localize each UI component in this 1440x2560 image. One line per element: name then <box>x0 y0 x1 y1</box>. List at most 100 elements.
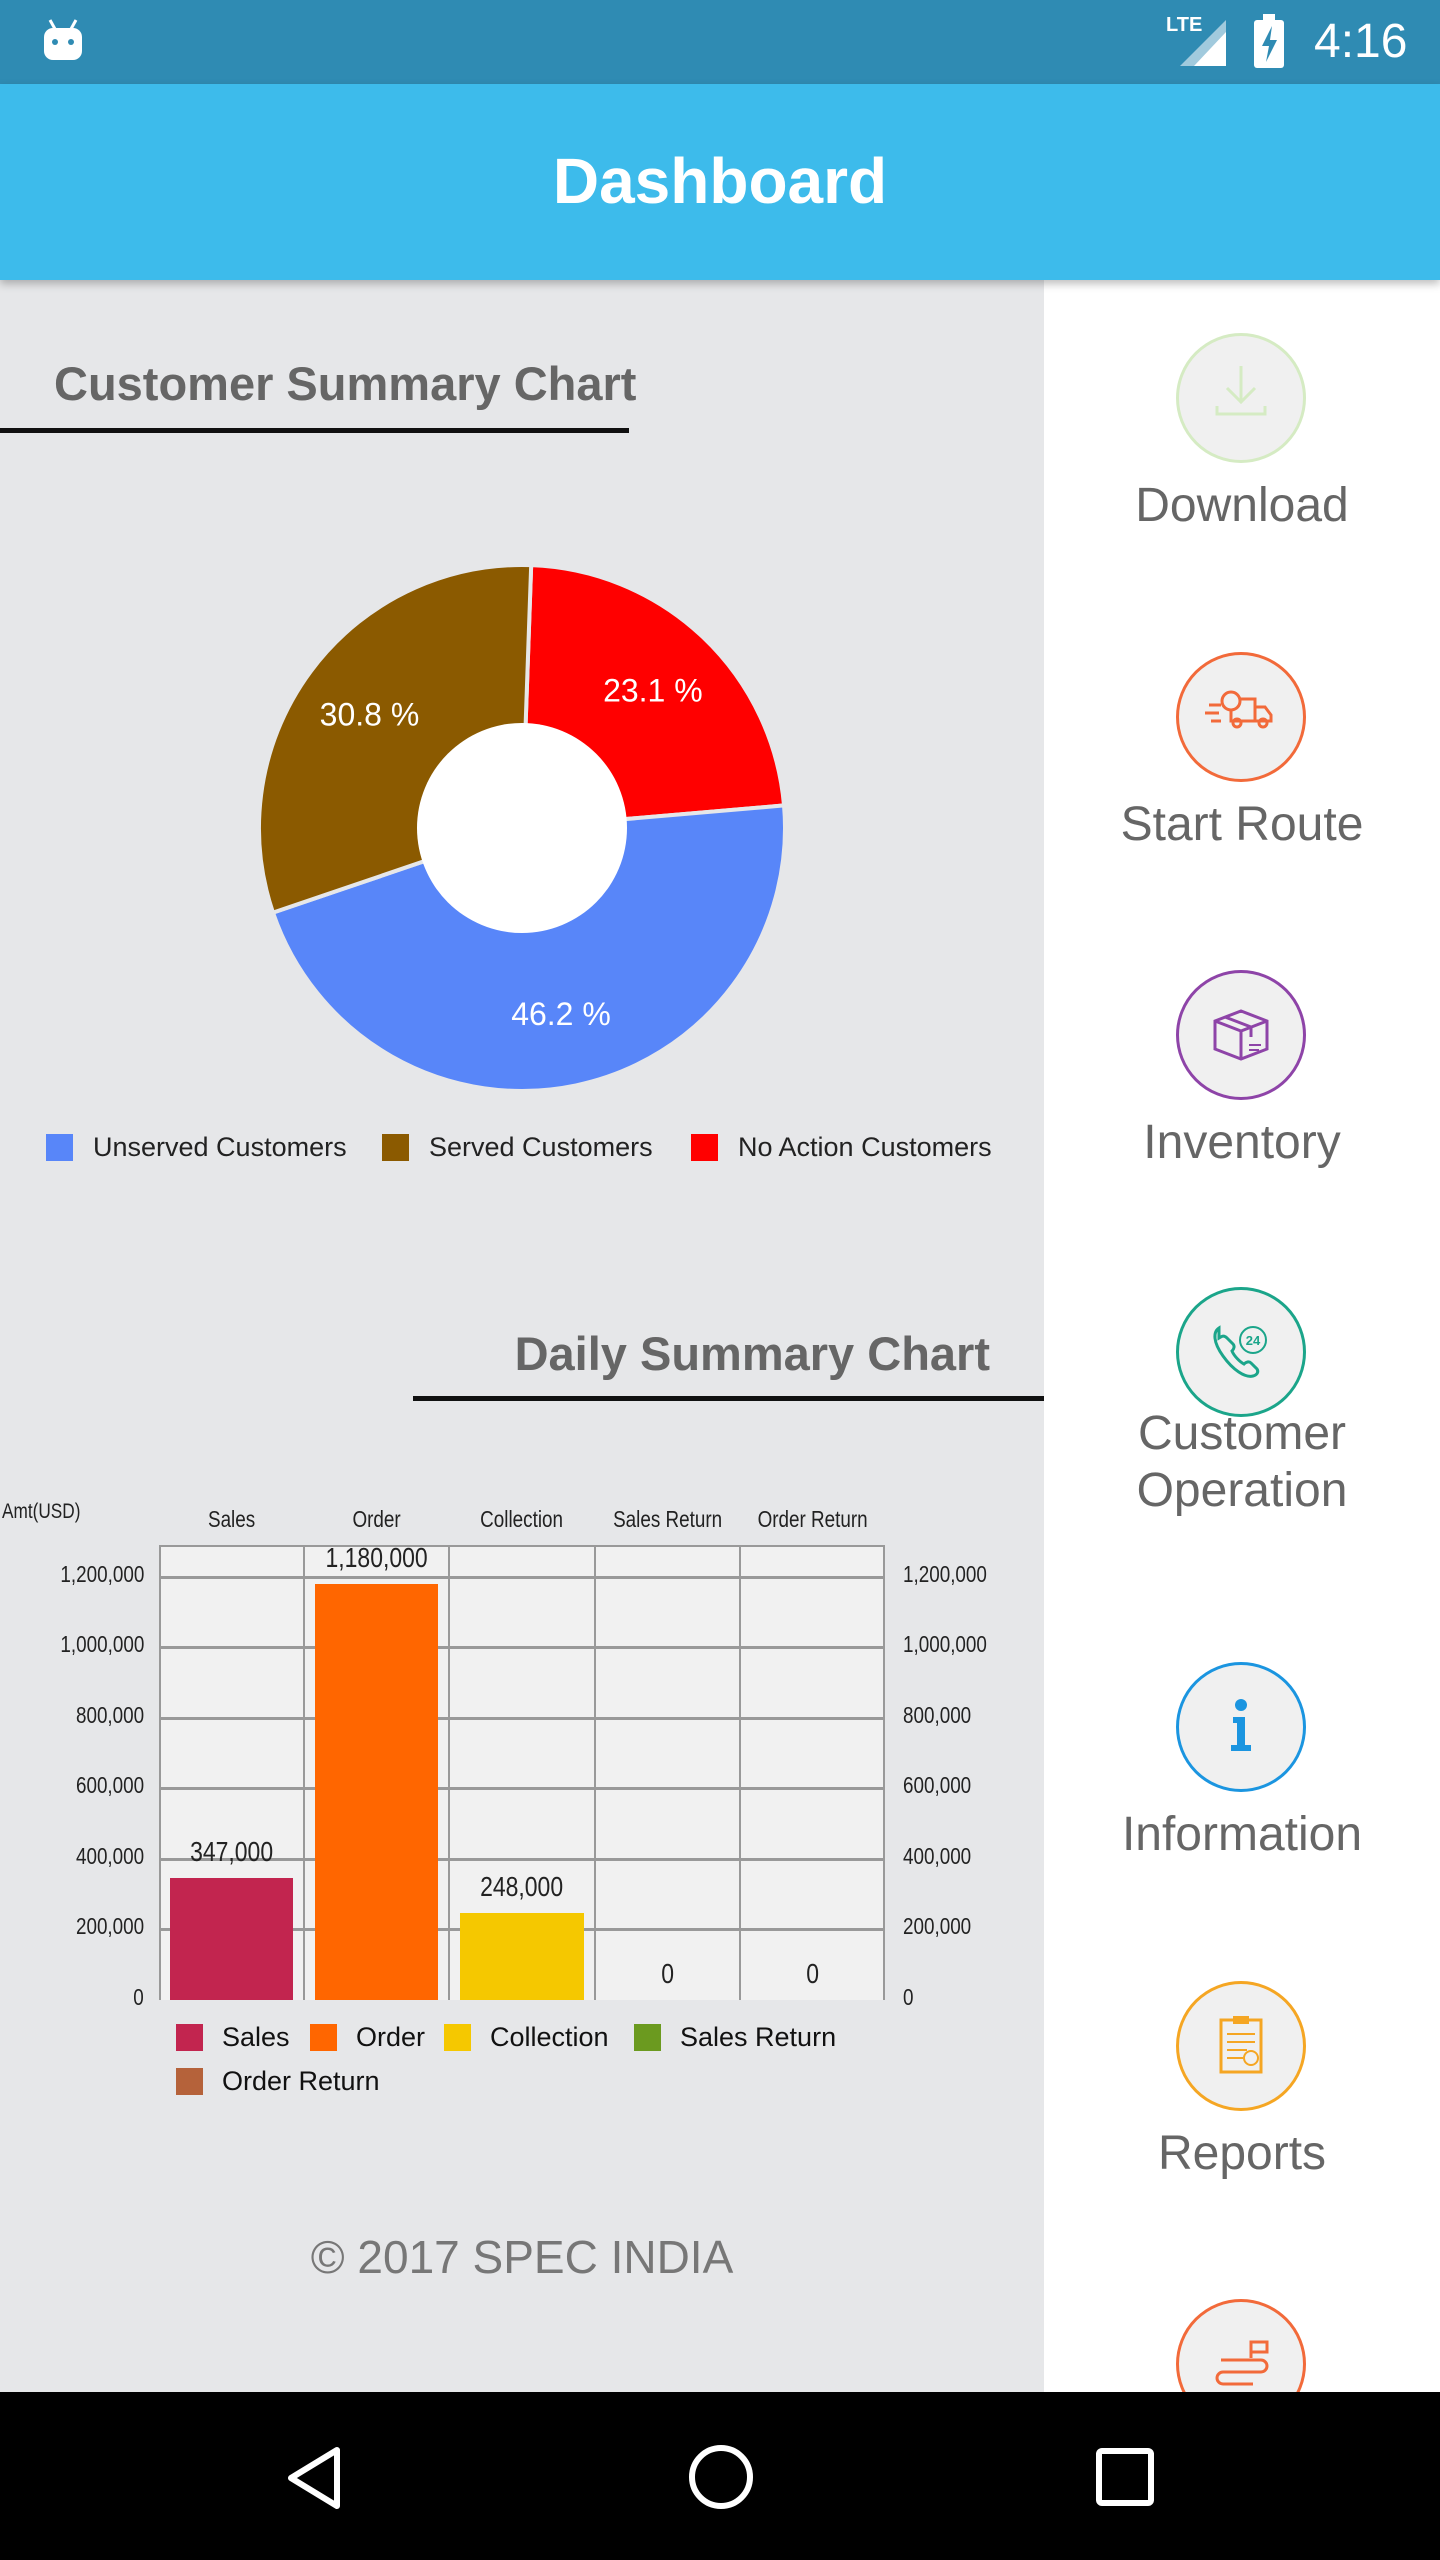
legend-served: Served Customers <box>382 1132 653 1163</box>
y-tick-right: 600,000 <box>903 1772 972 1799</box>
legend-swatch <box>310 2024 337 2051</box>
slice-label: 46.2 % <box>511 996 611 1032</box>
divider <box>0 428 629 433</box>
home-button[interactable] <box>688 2444 754 2510</box>
menu-item-label: Reports <box>1157 2127 1327 2180</box>
bar-value-label: 0 <box>805 1958 819 1989</box>
legend-label: No Action Customers <box>738 1132 992 1162</box>
svg-text:24: 24 <box>1246 1333 1261 1348</box>
column-divider <box>738 1545 741 2000</box>
category-label: Collection <box>480 1506 564 1532</box>
menu-panel: Download Start Route Inventory 24 Customer Op… <box>1044 280 1440 2392</box>
network-type: LTE <box>1166 14 1203 36</box>
slice-label: 30.8 % <box>320 697 420 733</box>
y-tick-left: 800,000 <box>75 1701 144 1728</box>
status-bar: LTE 4:16 <box>0 0 1440 84</box>
column-divider <box>448 1545 451 2000</box>
legend-swatch <box>176 2068 203 2095</box>
bar-sales[interactable] <box>170 1877 294 2000</box>
signal-icon <box>1180 20 1226 66</box>
bar-legend-item: Sales <box>176 2022 290 2053</box>
back-button[interactable] <box>285 2446 345 2510</box>
category-label: Order Return <box>757 1506 868 1532</box>
truck-icon <box>1176 652 1306 782</box>
y-tick-left: 200,000 <box>75 1913 144 1940</box>
legend-swatch <box>46 1134 73 1161</box>
y-tick-right: 400,000 <box>903 1842 972 1869</box>
recents-button[interactable] <box>1096 2448 1154 2506</box>
customer-donut-chart: 23.1 % 46.2 % 30.8 % <box>257 563 787 1093</box>
menu-item-label: Information <box>1121 1808 1363 1861</box>
legend-no-action: No Action Customers <box>691 1132 992 1163</box>
y-tick-right: 0 <box>903 1984 914 2010</box>
battery-charging-icon <box>1254 14 1284 68</box>
y-tick-left: 600,000 <box>75 1772 144 1799</box>
gridline <box>159 1787 885 1791</box>
clipboard-icon <box>1176 1981 1306 2111</box>
donut-hole <box>417 723 627 933</box>
category-label: Sales Return <box>612 1506 722 1532</box>
gridline <box>159 1646 885 1650</box>
route-icon <box>1176 2299 1306 2392</box>
gridline <box>159 1716 885 1720</box>
y-axis-label: Amt(USD) <box>2 1500 81 1523</box>
bar-value-label: 1,180,000 <box>325 1541 428 1573</box>
legend-swatch <box>634 2024 661 2051</box>
daily-chart-title: Daily Summary Chart <box>514 1327 990 1380</box>
legend-swatch <box>176 2024 203 2051</box>
bar-value-label: 248,000 <box>480 1870 564 1902</box>
legend-label: Served Customers <box>429 1132 653 1162</box>
legend-label: Order Return <box>222 2066 380 2096</box>
bar-value-label: 0 <box>660 1958 674 1989</box>
bar-collection[interactable] <box>460 1912 584 2000</box>
legend-unserved: Unserved Customers <box>46 1132 347 1163</box>
category-label: Order <box>352 1506 401 1532</box>
y-tick-right: 200,000 <box>903 1913 972 1940</box>
y-tick-right: 800,000 <box>903 1701 972 1728</box>
bar-legend-item: Collection <box>444 2022 609 2053</box>
charts-panel: Customer Summary Chart 23.1 % 46.2 % 30.8 … <box>0 280 1044 2392</box>
bar-order[interactable] <box>315 1583 439 2000</box>
customer-chart-title: Customer Summary Chart <box>54 357 637 410</box>
bar-legend-item: Order Return <box>176 2066 380 2097</box>
legend-label: Unserved Customers <box>93 1132 347 1162</box>
clock: 4:16 <box>1314 15 1408 68</box>
legend-swatch <box>691 1134 718 1161</box>
legend-label: Sales <box>222 2022 290 2052</box>
legend-swatch <box>444 2024 471 2051</box>
y-tick-left: 1,000,000 <box>60 1631 144 1658</box>
app-bar: Dashboard <box>0 84 1440 280</box>
info-icon <box>1176 1662 1306 1792</box>
column-divider <box>593 1545 596 2000</box>
menu-item-label: Start Route <box>1120 798 1364 851</box>
y-tick-left: 1,200,000 <box>60 1560 144 1587</box>
legend-swatch <box>382 1134 409 1161</box>
menu-item-label: Customer <box>1137 1407 1347 1460</box>
y-tick-right: 1,000,000 <box>903 1631 987 1658</box>
menu-item-label: Inventory <box>1143 1116 1341 1169</box>
bar-legend-item: Sales Return <box>634 2022 836 2053</box>
daily-bar-chart: 0 0 200,000 200,000 400,000 400,000 600,000 600… <box>0 280 1044 2392</box>
legend-label: Collection <box>490 2022 609 2052</box>
bar-legend-item: Order <box>310 2022 425 2053</box>
legend-label: Order <box>356 2022 426 2052</box>
legend-label: Sales Return <box>680 2022 837 2052</box>
page-title: Dashboard <box>552 145 888 217</box>
y-tick-left: 400,000 <box>75 1842 144 1869</box>
y-tick-left: 0 <box>133 1984 144 2010</box>
download-icon <box>1176 333 1306 463</box>
footer-copyright: © 2017 SPEC INDIA <box>310 2231 734 2283</box>
column-divider <box>303 1545 306 2000</box>
divider <box>413 1396 1044 1401</box>
phone-24-icon: 24 <box>1176 1287 1306 1417</box>
gridline <box>159 1575 885 1579</box>
y-tick-right: 1,200,000 <box>903 1560 987 1587</box>
menu-item-label: Operation <box>1136 1464 1348 1517</box>
gridline <box>159 1857 885 1861</box>
navigation-bar <box>0 2392 1440 2560</box>
box-icon <box>1176 970 1306 1100</box>
slice-label: 23.1 % <box>603 672 703 708</box>
donut-slice[interactable] <box>270 803 787 1093</box>
category-label: Sales <box>207 1506 256 1532</box>
bar-value-label: 347,000 <box>190 1835 274 1867</box>
